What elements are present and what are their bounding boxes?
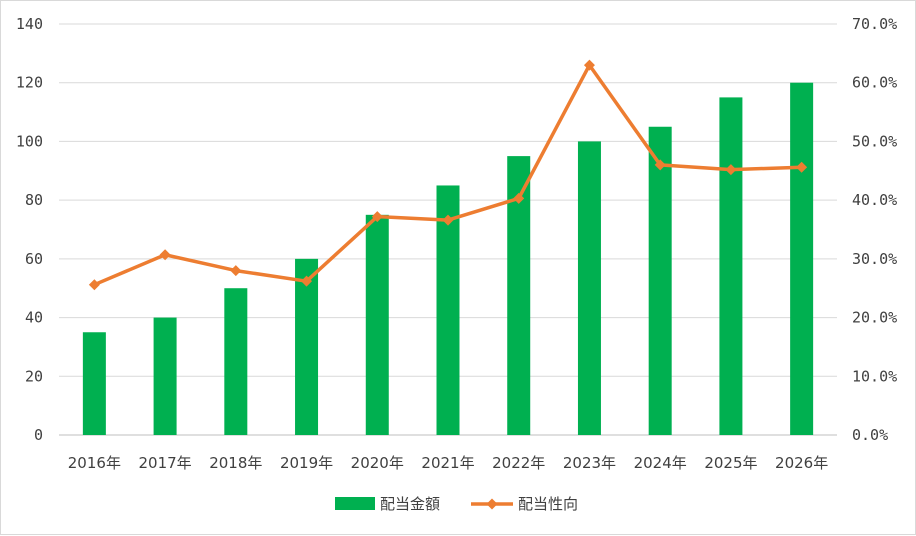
legend-line-marker: [486, 498, 498, 510]
x-tick-label: 2018年: [209, 454, 262, 472]
x-axis-labels: 2016年 2017年 2018年 2019年 2020年 2021年 2022年 2023年…: [68, 454, 828, 472]
bar: [153, 317, 177, 435]
legend-line-label: 配当性向: [518, 495, 578, 513]
x-tick-label: 2026年: [775, 454, 828, 472]
bar: [295, 258, 319, 435]
right-tick-label: 20.0%: [852, 309, 897, 327]
line-marker: [513, 192, 525, 204]
left-tick-label: 60: [25, 250, 43, 268]
left-tick-label: 120: [16, 74, 43, 92]
left-tick-label: 40: [25, 309, 43, 327]
legend-bar-label: 配当金額: [380, 495, 440, 513]
right-tick-label: 70.0%: [852, 15, 897, 33]
line-marker: [159, 249, 171, 261]
bar: [507, 156, 531, 435]
bar: [224, 288, 248, 435]
bar: [436, 185, 460, 435]
bar: [790, 82, 814, 435]
line-marker: [725, 164, 737, 176]
left-tick-label: 0: [34, 426, 43, 444]
left-axis-ticks: 0 20 40 60 80 100 120 140: [16, 15, 43, 444]
right-axis-ticks: 0.0% 10.0% 20.0% 30.0% 40.0% 50.0% 60.0% 70.0%: [852, 15, 897, 444]
right-tick-label: 30.0%: [852, 250, 897, 268]
x-tick-label: 2017年: [138, 454, 191, 472]
bar: [648, 126, 672, 435]
bar: [82, 332, 106, 435]
x-tick-label: 2023年: [563, 454, 616, 472]
legend-bar-swatch: [335, 497, 375, 510]
left-tick-label: 100: [16, 132, 43, 150]
bar: [577, 141, 601, 435]
x-tick-label: 2019年: [280, 454, 333, 472]
right-tick-label: 0.0%: [852, 426, 888, 444]
line-marker: [88, 279, 100, 291]
bar-series: [82, 82, 814, 436]
bar: [365, 214, 389, 435]
left-tick-label: 20: [25, 367, 43, 385]
line-marker: [371, 211, 383, 223]
x-tick-label: 2024年: [634, 454, 687, 472]
x-tick-label: 2016年: [68, 454, 121, 472]
line-marker: [230, 265, 242, 277]
line-series: [88, 59, 808, 291]
bar: [719, 97, 743, 436]
x-tick-label: 2020年: [351, 454, 404, 472]
line-marker: [796, 161, 808, 173]
x-tick-label: 2021年: [421, 454, 474, 472]
line-marker: [301, 275, 313, 287]
left-tick-label: 80: [25, 191, 43, 209]
right-tick-label: 40.0%: [852, 191, 897, 209]
x-tick-label: 2022年: [492, 454, 545, 472]
line-marker: [442, 214, 454, 226]
right-tick-label: 50.0%: [852, 132, 897, 150]
left-tick-label: 140: [16, 15, 43, 33]
right-tick-label: 60.0%: [852, 74, 897, 92]
x-tick-label: 2025年: [704, 454, 757, 472]
line-marker: [654, 159, 666, 171]
line-marker: [583, 59, 595, 71]
legend: 配当金額 配当性向: [335, 495, 578, 513]
right-tick-label: 10.0%: [852, 367, 897, 385]
